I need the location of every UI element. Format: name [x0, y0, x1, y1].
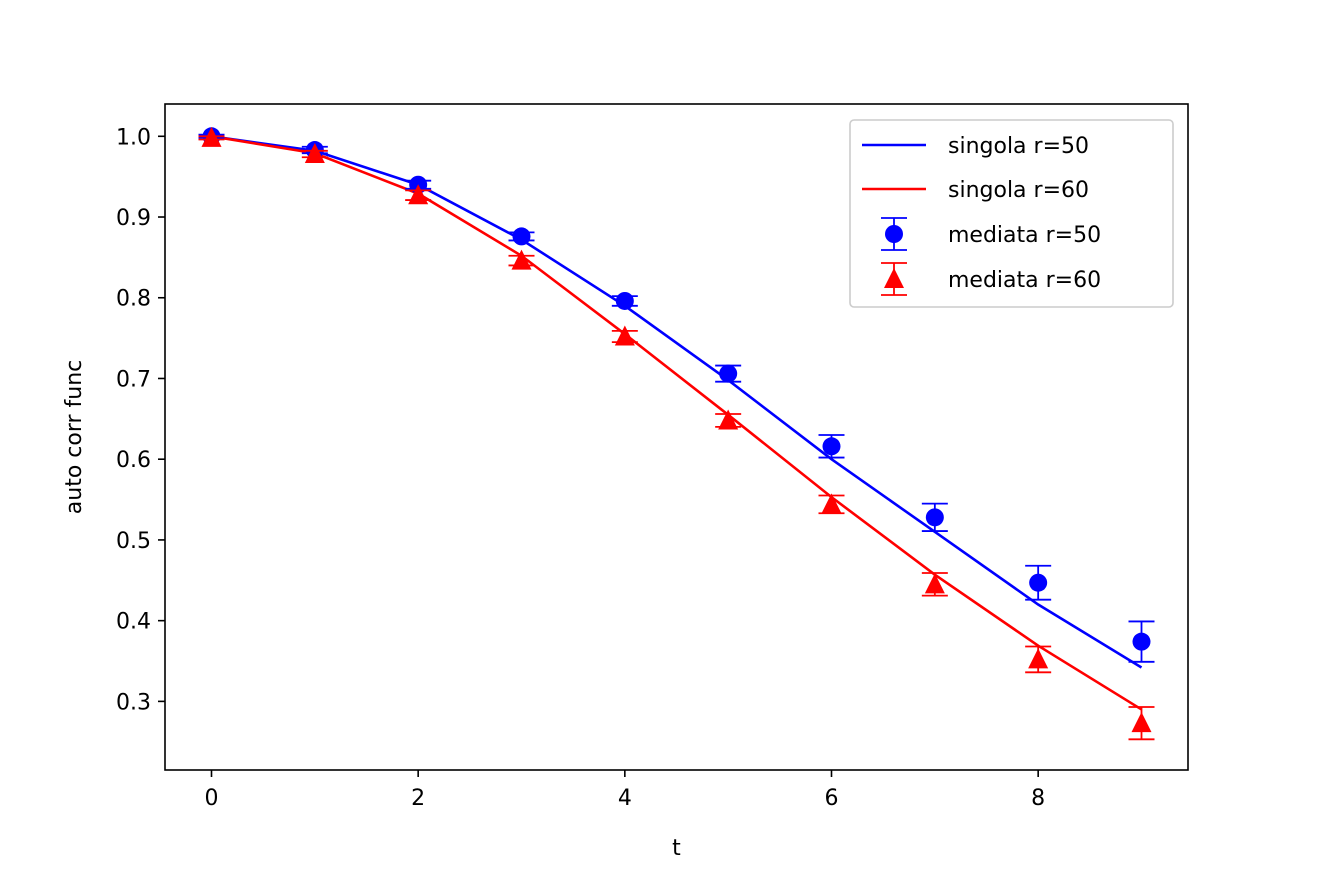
data-point	[924, 573, 945, 594]
data-point	[821, 493, 842, 514]
series-mediata-r-60	[198, 126, 1155, 741]
y-tick-label: 0.5	[116, 529, 151, 554]
data-point	[925, 508, 944, 527]
legend: singola r=50 singola r=60 mediata r=50 medi…	[849, 119, 1174, 308]
data-point	[304, 143, 325, 164]
axes-frame	[164, 103, 1189, 771]
series-line	[211, 135, 1143, 711]
data-point	[719, 364, 738, 383]
legend-box	[849, 119, 1174, 308]
data-point	[1028, 648, 1049, 669]
x-axis-label: t	[672, 836, 681, 861]
series-singola-r-50	[211, 135, 1143, 669]
data-point	[511, 249, 532, 270]
legend-label: singola r=50	[948, 134, 1089, 159]
x-tick-label: 8	[1031, 786, 1045, 811]
y-tick-label: 0.7	[116, 367, 151, 392]
data-point	[512, 227, 531, 246]
y-tick-label: 0.9	[116, 206, 151, 231]
x-axis: 0 2 4 6 8	[205, 770, 1045, 811]
x-tick-label: 0	[205, 786, 219, 811]
series-line	[211, 135, 1143, 669]
y-tick-label: 0.6	[116, 448, 151, 473]
y-axis-label: auto corr func	[62, 360, 87, 514]
data-point	[615, 291, 634, 310]
legend-label: mediata r=60	[948, 268, 1101, 293]
legend-label: mediata r=50	[948, 223, 1101, 248]
x-tick-label: 2	[411, 786, 425, 811]
x-tick-label: 6	[825, 786, 839, 811]
y-tick-label: 1.0	[116, 125, 151, 150]
legend-item: singola r=50	[862, 134, 1089, 159]
data-point	[822, 437, 841, 456]
series-singola-r-60	[211, 135, 1143, 711]
data-point	[1131, 712, 1152, 733]
data-point	[201, 126, 222, 147]
data-point	[1132, 632, 1151, 651]
data-point	[1029, 573, 1048, 592]
y-axis: 0.3 0.4 0.5 0.6 0.7 0.8 0.9 1.0	[116, 125, 165, 715]
legend-item: singola r=60	[862, 178, 1089, 203]
y-tick-label: 0.8	[116, 287, 151, 312]
plot-area	[198, 126, 1155, 741]
legend-item: mediata r=50	[881, 217, 1101, 251]
legend-marker-swatch	[885, 225, 903, 243]
legend-marker-swatch	[884, 268, 904, 288]
legend-item: mediata r=60	[881, 262, 1101, 296]
data-point	[718, 409, 739, 430]
y-tick-label: 0.3	[116, 690, 151, 715]
legend-label: singola r=60	[948, 178, 1089, 203]
data-point	[408, 184, 429, 205]
x-tick-label: 4	[618, 786, 632, 811]
y-tick-label: 0.4	[116, 610, 151, 635]
data-point	[614, 325, 635, 346]
